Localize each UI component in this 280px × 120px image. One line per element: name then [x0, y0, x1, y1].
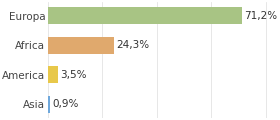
Text: 24,3%: 24,3% — [116, 40, 150, 50]
Bar — [48, 37, 114, 54]
Bar — [48, 66, 57, 83]
Text: 0,9%: 0,9% — [53, 99, 79, 109]
Text: 71,2%: 71,2% — [244, 11, 277, 21]
Text: 3,5%: 3,5% — [60, 70, 86, 80]
Bar — [48, 96, 50, 113]
Bar — [48, 7, 242, 24]
